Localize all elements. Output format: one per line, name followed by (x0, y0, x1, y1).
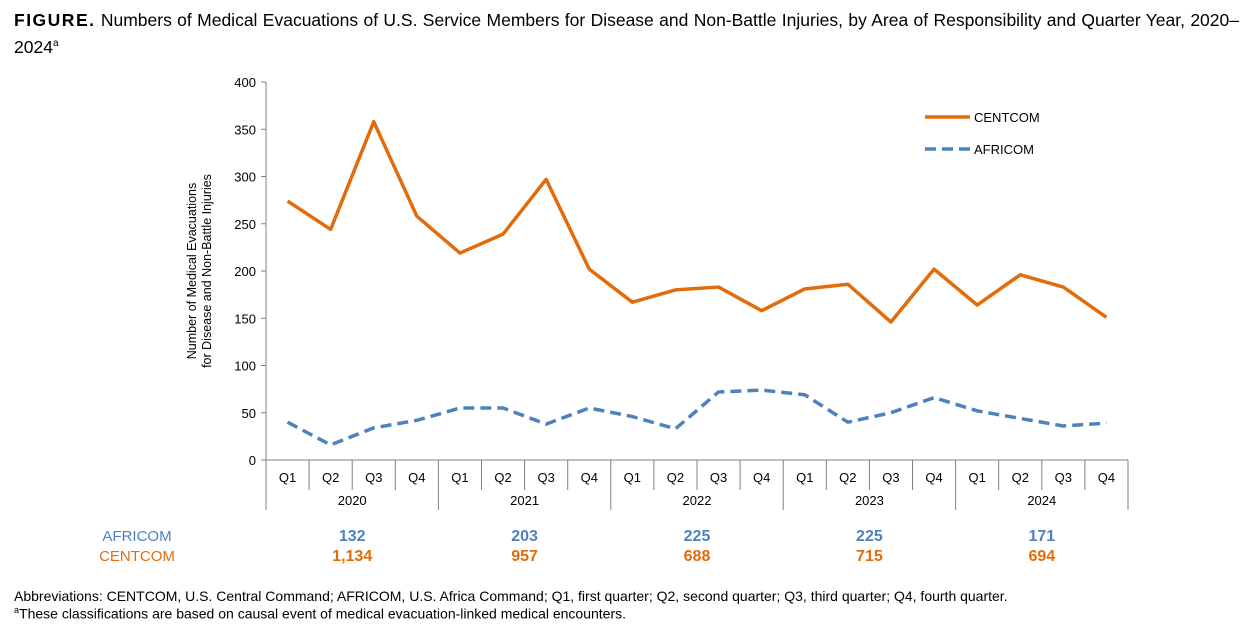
footnote-text: These classifications are based on causa… (19, 605, 627, 622)
quarter-label: Q1 (968, 470, 985, 485)
y-tick-label: 350 (234, 122, 256, 137)
total-value-centcom: 715 (856, 548, 883, 565)
y-axis-label-line: for Disease and Non-Battle Injuries (200, 174, 214, 368)
y-tick-label: 0 (249, 453, 256, 468)
quarter-label: Q3 (365, 470, 382, 485)
total-value-centcom: 688 (684, 548, 711, 565)
quarter-label: Q1 (451, 470, 468, 485)
legend-label-centcom: CENTCOM (974, 110, 1040, 125)
y-tick-label: 100 (234, 359, 256, 374)
quarter-label: Q1 (796, 470, 813, 485)
quarter-label: Q4 (581, 470, 598, 485)
y-tick-label: 200 (234, 264, 256, 279)
totals-row-label-africom: AFRICOM (102, 528, 171, 545)
year-label: 2023 (855, 493, 884, 508)
quarter-label: Q3 (882, 470, 899, 485)
total-value-africom: 171 (1028, 528, 1055, 545)
quarter-label: Q1 (624, 470, 641, 485)
quarter-label: Q3 (710, 470, 727, 485)
quarter-label: Q3 (1055, 470, 1072, 485)
quarter-label: Q2 (1012, 470, 1029, 485)
totals-row-label-centcom: CENTCOM (99, 548, 175, 565)
quarter-label: Q2 (667, 470, 684, 485)
quarter-label: Q4 (925, 470, 942, 485)
quarter-label: Q4 (1098, 470, 1115, 485)
total-value-africom: 225 (684, 528, 711, 545)
y-tick-label: 50 (242, 406, 256, 421)
y-tick-label: 300 (234, 170, 256, 185)
year-label: 2020 (338, 493, 367, 508)
footnote: aThese classifications are based on caus… (14, 605, 626, 622)
y-axis-label: Number of Medical Evacuationsfor Disease… (185, 174, 214, 368)
quarter-label: Q4 (753, 470, 770, 485)
total-value-centcom: 694 (1028, 548, 1055, 565)
footnote-mark: a (14, 605, 20, 615)
total-value-africom: 225 (856, 528, 883, 545)
quarter-label: Q2 (839, 470, 856, 485)
figure-label: FIGURE. (14, 10, 96, 30)
series-line-africom (286, 388, 1107, 447)
figure-title-text: Numbers of Medical Evacuations of U.S. S… (14, 10, 1239, 57)
quarter-label: Q4 (408, 470, 425, 485)
year-label: 2022 (683, 493, 712, 508)
y-tick-label: 250 (234, 217, 256, 232)
year-label: 2024 (1027, 493, 1056, 508)
year-label: 2021 (510, 493, 539, 508)
total-value-africom: 132 (339, 528, 366, 545)
y-tick-label: 400 (234, 75, 256, 90)
y-tick-label: 150 (234, 311, 256, 326)
total-value-africom: 203 (511, 528, 538, 545)
y-axis-label-line: Number of Medical Evacuations (185, 183, 199, 359)
legend-label-africom: AFRICOM (974, 142, 1034, 157)
total-value-centcom: 1,134 (332, 548, 372, 565)
figure-title: FIGURE. Numbers of Medical Evacuations o… (14, 8, 1239, 59)
total-value-centcom: 957 (511, 548, 538, 565)
abbreviations-note: Abbreviations: CENTCOM, U.S. Central Com… (14, 588, 1008, 604)
title-footnote-mark: a (52, 38, 59, 49)
series-line-centcom (286, 119, 1108, 324)
quarter-label: Q2 (494, 470, 511, 485)
quarter-label: Q2 (322, 470, 339, 485)
quarter-label: Q1 (279, 470, 296, 485)
quarter-label: Q3 (537, 470, 554, 485)
